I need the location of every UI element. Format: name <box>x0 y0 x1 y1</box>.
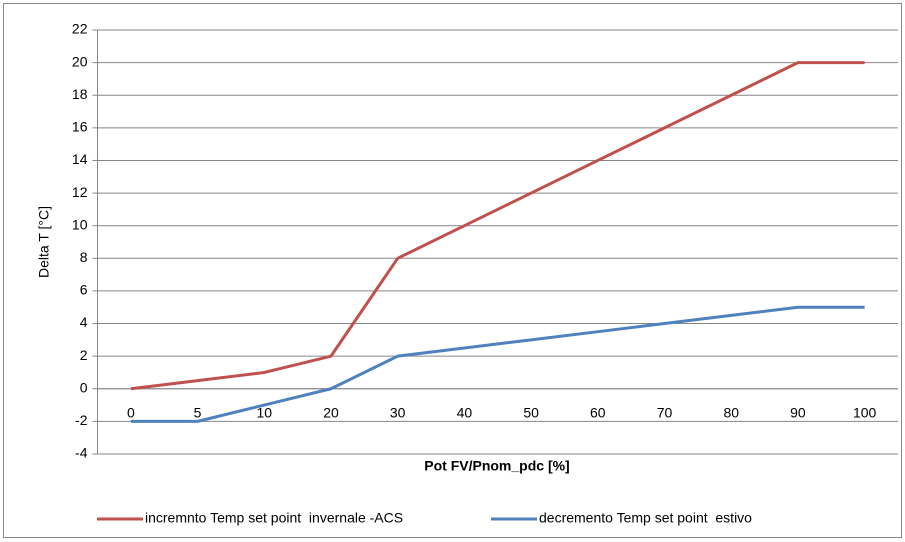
x-tick-label: 10 <box>256 404 272 420</box>
y-tick-label: 18 <box>72 86 88 102</box>
y-tick-label: -2 <box>75 412 88 428</box>
series-line <box>130 305 865 423</box>
series-line <box>130 61 865 391</box>
y-tick-label: 20 <box>72 53 88 69</box>
x-tick-label: 70 <box>657 404 673 420</box>
x-tick-label: 40 <box>457 404 473 420</box>
y-axis-title: Delta T [°C] <box>36 206 52 278</box>
y-tick-label: 6 <box>80 282 88 298</box>
y-tick-label: 4 <box>80 314 88 330</box>
x-tick-label: 80 <box>723 404 739 420</box>
y-tick-label: 14 <box>72 151 88 167</box>
x-tick-label: 90 <box>790 404 806 420</box>
x-tick-label: 30 <box>390 404 406 420</box>
x-axis-title: Pot FV/Pnom_pdc [%] <box>424 458 569 474</box>
x-tick-label: 5 <box>194 404 202 420</box>
y-tick-label: 0 <box>80 379 88 395</box>
chart-border <box>3 3 902 538</box>
x-tick-label: 50 <box>523 404 539 420</box>
y-tick-label: 8 <box>80 249 88 265</box>
y-tick-label: 2 <box>80 347 88 363</box>
x-tick-label: 20 <box>323 404 339 420</box>
x-tick-label: 0 <box>127 404 135 420</box>
y-tick-label: 10 <box>72 216 88 232</box>
legend-label: decremento Temp set point estivo <box>539 510 752 526</box>
y-tick-label: 22 <box>72 21 88 37</box>
y-tick-label: 16 <box>72 119 88 135</box>
y-tick-label: 12 <box>72 184 88 200</box>
legend-label: incremnto Temp set point invernale -ACS <box>145 510 403 526</box>
x-tick-label: 60 <box>590 404 606 420</box>
y-tick-label: -4 <box>75 445 88 461</box>
x-tick-label: 100 <box>853 404 877 420</box>
